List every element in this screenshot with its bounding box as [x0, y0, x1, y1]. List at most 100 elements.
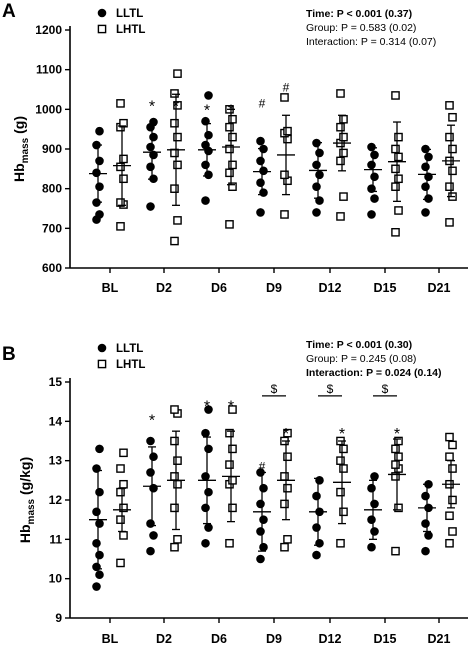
data-point-lhtl: [170, 542, 179, 552]
y-tick-label: 800: [42, 182, 62, 196]
data-point-lltl: [201, 196, 210, 205]
data-point-lhtl: [445, 132, 454, 142]
data-point-lltl: [204, 130, 213, 140]
y-axis-label: Hbmass (g): [11, 116, 31, 182]
data-point-lltl: [95, 519, 104, 528]
data-point-lltl: [421, 546, 430, 556]
data-point-lhtl: [394, 436, 403, 446]
data-point-lltl: [146, 468, 155, 477]
data-point-lltl: [370, 472, 379, 481]
data-point-lhtl: [225, 538, 234, 548]
stats-line: Group: P = 0.583 (0.02): [306, 22, 416, 34]
data-point-lhtl: [391, 144, 400, 154]
data-point-lhtl: [116, 487, 125, 497]
data-point-lhtl: [391, 182, 400, 191]
data-point-lltl: [201, 428, 210, 438]
data-point-lltl: [370, 194, 379, 203]
data-point-lhtl: [336, 487, 345, 497]
y-axis-label-sub: mass: [26, 498, 37, 524]
data-point-lhtl: [225, 168, 234, 178]
series-lhtl: [113, 405, 460, 568]
data-point-lhtl: [283, 483, 292, 493]
significance-marker: *: [228, 102, 234, 119]
data-point-lltl: [149, 132, 158, 142]
significance-marker: *: [394, 426, 400, 443]
stats-line: Interaction: P = 0.314 (0.07): [306, 36, 436, 48]
significance-marker: *: [173, 98, 179, 115]
data-point-lhtl: [119, 174, 128, 184]
data-point-lhtl: [391, 546, 400, 556]
panel-b: B LLTL LHTL Time: P < 0.001 (0.30) Group: P …: [2, 339, 468, 646]
y-tick-label: 600: [42, 261, 62, 275]
data-point-lltl: [259, 483, 268, 493]
data-point-lltl: [95, 210, 104, 219]
data-point-lhtl: [336, 456, 345, 465]
data-point-lhtl: [170, 184, 179, 193]
data-point-lhtl: [445, 182, 454, 191]
data-point-lhtl: [448, 527, 457, 536]
data-point-lhtl: [394, 206, 403, 215]
data-point-lltl: [315, 170, 324, 180]
data-point-lhtl: [173, 69, 182, 78]
series-lhtl: [113, 69, 460, 246]
data-point-lltl: [370, 150, 379, 160]
x-tick-label: D12: [319, 632, 342, 646]
y-tick-label: 13: [49, 454, 63, 468]
data-point-lhtl: [170, 503, 179, 513]
data-point-lltl: [315, 476, 324, 485]
data-point-lhtl: [119, 503, 128, 513]
data-point-lhtl: [228, 476, 237, 485]
data-point-lltl: [256, 156, 265, 166]
data-point-lhtl: [173, 456, 182, 465]
data-point-lltl: [312, 491, 321, 501]
significance-marker: *: [339, 426, 345, 443]
data-point-lhtl: [445, 432, 454, 442]
data-point-lhtl: [394, 452, 403, 462]
x-tick-label: D15: [374, 632, 397, 646]
data-point-lltl: [259, 515, 268, 524]
data-point-lhtl: [116, 198, 125, 207]
stats-line-bold: Time: P < 0.001 (0.37): [306, 8, 412, 20]
data-point-lltl: [149, 452, 158, 462]
significance-marker: *: [149, 98, 155, 115]
data-point-lhtl: [170, 236, 179, 246]
y-tick-label: 10: [49, 572, 63, 586]
data-point-lltl: [367, 160, 376, 170]
data-point-lltl: [370, 172, 379, 182]
data-point-lltl: [312, 208, 321, 217]
y-axis-label-main: Hb: [17, 524, 33, 543]
x-tick-label: D12: [319, 281, 342, 295]
data-point-lltl: [367, 210, 376, 219]
significance-marker: #: [259, 460, 266, 474]
y-axis-label-unit: (g/kg): [17, 457, 33, 499]
data-point-lltl: [95, 156, 104, 166]
bracket-marker: $: [271, 382, 278, 396]
data-point-lhtl: [116, 99, 125, 108]
data-point-lltl: [201, 160, 210, 170]
data-point-lltl: [367, 483, 376, 493]
data-point-lltl: [315, 538, 324, 548]
data-point-lltl: [421, 182, 430, 191]
data-point-lltl: [204, 523, 213, 532]
data-point-lhtl: [280, 210, 289, 219]
x-tick-label: D15: [374, 281, 397, 295]
y-tick-label: 15: [49, 375, 63, 389]
legend-label: LHTL: [116, 24, 145, 36]
data-point-lhtl: [394, 174, 403, 184]
legend-label: LLTL: [116, 343, 143, 355]
data-point-lltl: [149, 531, 158, 540]
data-point-lhtl: [228, 160, 237, 170]
data-point-lltl: [424, 194, 433, 203]
data-point-lhtl: [448, 166, 457, 176]
data-point-lltl: [95, 182, 104, 191]
data-point-lhtl: [448, 144, 457, 154]
data-point-lhtl: [228, 444, 237, 454]
data-point-lltl: [201, 140, 210, 150]
data-point-lltl: [92, 168, 101, 178]
data-point-lltl: [312, 182, 321, 191]
data-point-lhtl: [391, 444, 400, 454]
significance-marker: #: [259, 96, 266, 110]
x-tick-label: D9: [266, 632, 282, 646]
y-tick-label: 9: [55, 611, 62, 625]
data-point-lhtl: [116, 162, 125, 172]
